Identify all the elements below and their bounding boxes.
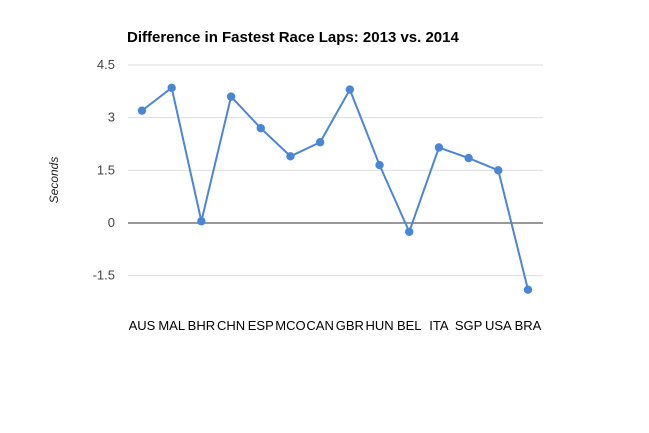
x-tick-label: BHR [188, 318, 215, 333]
data-point[interactable] [464, 153, 473, 163]
x-tick-label: BEL [397, 318, 422, 333]
data-point[interactable] [523, 285, 533, 294]
x-tick-label: SGP [455, 318, 482, 333]
data-series [137, 83, 533, 294]
x-tick-label: GBR [336, 318, 364, 333]
data-point[interactable] [345, 85, 355, 94]
data-point[interactable] [434, 143, 444, 152]
chart-title: Difference in Fastest Race Laps: 2013 vs… [127, 29, 459, 46]
x-tick-label: BRA [515, 318, 542, 333]
x-axis-ticks: AUS MAL BHR CHN ESP MCO CAN GBR HUN BEL ITA SGP USA B… [129, 318, 542, 333]
y-tick-label: 4.5 [97, 57, 115, 72]
data-point[interactable] [375, 160, 384, 170]
x-tick-label: CAN [306, 318, 333, 333]
y-tick-label: 3 [108, 110, 115, 125]
y-tick-label: 1.5 [97, 162, 115, 177]
y-tick-label: -1.5 [93, 268, 115, 283]
y-axis-ticks: 4.5 3 1.5 0 -1.5 [93, 57, 115, 283]
y-axis-label: Seconds [47, 157, 61, 204]
x-tick-label: HUN [365, 318, 393, 333]
x-tick-label: MAL [158, 318, 185, 333]
x-tick-label: MCO [275, 318, 305, 333]
data-point[interactable] [137, 106, 147, 115]
data-point[interactable] [226, 92, 236, 101]
x-tick-label: ESP [248, 318, 274, 333]
data-point[interactable] [494, 166, 503, 175]
x-tick-label: USA [485, 318, 512, 333]
y-tick-label: 0 [108, 215, 115, 230]
x-tick-label: AUS [129, 318, 156, 333]
data-point[interactable] [405, 227, 414, 236]
series-line [141, 86, 529, 290]
data-point[interactable] [315, 138, 325, 147]
gridlines [128, 64, 543, 277]
data-point[interactable] [197, 217, 206, 226]
x-tick-label: CHN [217, 318, 245, 333]
data-point[interactable] [256, 124, 265, 133]
x-tick-label: ITA [429, 318, 449, 333]
data-point[interactable] [286, 152, 295, 161]
data-point[interactable] [167, 83, 176, 93]
